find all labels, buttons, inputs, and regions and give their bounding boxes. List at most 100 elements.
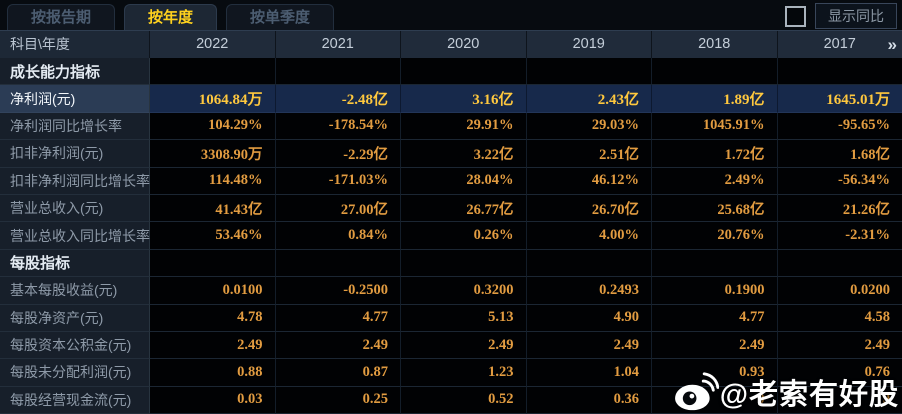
row-label: 每股经营现金流(元) bbox=[0, 386, 150, 414]
table-cell-2019: 4.90 bbox=[526, 304, 652, 332]
year-header-2021: 2021 bbox=[276, 31, 401, 58]
table-cell-2022: 53.46% bbox=[150, 222, 276, 250]
table-cell-2018 bbox=[652, 58, 778, 86]
table-cell-2018: 20.76% bbox=[652, 222, 778, 250]
table-cell-2017: 1.68亿 bbox=[777, 140, 902, 168]
table-cell-2022: 41.43亿 bbox=[150, 194, 276, 223]
table-cell-2022: 104.29% bbox=[150, 112, 276, 141]
table-cell-2019: 2.43亿 bbox=[526, 85, 652, 113]
row-label: 净利润同比增长率 bbox=[0, 112, 150, 141]
table-cell-2022 bbox=[150, 58, 276, 86]
top-right-controls: 显示同比 bbox=[785, 3, 897, 29]
row-label: 扣非净利润同比增长率 bbox=[0, 167, 150, 195]
table-cell-2017: 0.0200 bbox=[777, 277, 902, 305]
tab-by-year[interactable]: 按年度 bbox=[124, 4, 218, 30]
table-cell-2018 bbox=[652, 249, 778, 278]
table-cell-2019: 0.36 bbox=[526, 386, 652, 414]
table-cell-2017: 1645.01万 bbox=[777, 85, 902, 113]
table-cell-2020: 3.16亿 bbox=[401, 85, 527, 113]
table-cell-2022: 0.0100 bbox=[150, 277, 276, 305]
table-cell-2019: 2.49 bbox=[526, 331, 652, 360]
table-header-row: 科目\年度 2022 2021 2020 2019 2018 2017» bbox=[0, 30, 902, 58]
row-label: 成长能力指标 bbox=[0, 58, 150, 86]
show-yoy-label[interactable]: 显示同比 bbox=[815, 3, 897, 29]
table-cell-2022: 2.49 bbox=[150, 331, 276, 360]
table-cell-2019: 2.51亿 bbox=[526, 140, 652, 168]
table-cell-2021 bbox=[275, 58, 401, 86]
table-cell-2019 bbox=[526, 58, 652, 86]
row-label: 净利润(元) bbox=[0, 85, 150, 113]
table-row: 每股未分配利润(元) 0.88 0.87 1.23 1.04 0.93 0.76 bbox=[0, 359, 902, 387]
table-cell-2021: 2.49 bbox=[275, 331, 401, 360]
show-yoy-checkbox[interactable] bbox=[785, 5, 806, 27]
table-cell-2017: 2.49 bbox=[777, 331, 902, 360]
row-label: 营业总收入(元) bbox=[0, 194, 150, 223]
table-cell-2022: 3308.90万 bbox=[150, 140, 276, 168]
table-cell-2020: 26.77亿 bbox=[401, 194, 527, 223]
year-header-2018: 2018 bbox=[652, 31, 778, 58]
table-cell-2022: 114.48% bbox=[150, 167, 276, 195]
table-cell-2018: 2.49 bbox=[652, 331, 778, 360]
table-cell-2019: 1.04 bbox=[526, 359, 652, 387]
tab-by-report-period[interactable]: 按报告期 bbox=[7, 4, 116, 30]
year-header-2019: 2019 bbox=[527, 31, 652, 58]
year-header-2020: 2020 bbox=[401, 31, 527, 58]
table-cell-2019: 4.00% bbox=[526, 222, 652, 250]
table-row: 基本每股收益(元) 0.0100 -0.2500 0.3200 0.2493 0.1900… bbox=[0, 277, 902, 305]
table-cell-2021: 27.00亿 bbox=[275, 194, 401, 223]
table-cell-2018: 0.1900 bbox=[652, 277, 778, 305]
table-row: 成长能力指标 bbox=[0, 58, 902, 86]
table-row: 每股指标 bbox=[0, 249, 902, 278]
table-cell-2020: 0.52 bbox=[401, 386, 527, 414]
table-cell-2022: 0.88 bbox=[150, 359, 276, 387]
row-label: 每股净资产(元) bbox=[0, 304, 150, 332]
table-cell-2017 bbox=[777, 58, 902, 86]
table-row: 扣非净利润(元) 3308.90万 -2.29亿 3.22亿 2.51亿 1.72亿 1.6… bbox=[0, 140, 902, 168]
table-cell-2021: -2.48亿 bbox=[275, 85, 401, 113]
table-cell-2017: -56.34% bbox=[777, 167, 902, 195]
table-cell-2021: -0.2500 bbox=[275, 277, 401, 305]
table-cell-2020: 0.26% bbox=[401, 222, 527, 250]
table-cell-2021: -171.03% bbox=[275, 167, 401, 195]
table-cell-2020 bbox=[401, 249, 527, 278]
table-cell-2020: 2.49 bbox=[401, 331, 527, 360]
table-cell-2019 bbox=[526, 249, 652, 278]
table-cell-2021: 0.25 bbox=[275, 386, 401, 414]
table-row: 每股经营现金流(元) 0.03 0.25 0.52 0.36 0 9 bbox=[0, 386, 902, 414]
row-label: 每股未分配利润(元) bbox=[0, 359, 150, 387]
table-cell-2020: 0.3200 bbox=[401, 277, 527, 305]
table-cell-2017 bbox=[777, 249, 902, 278]
table-cell-2020: 1.23 bbox=[401, 359, 527, 387]
table-cell-2020: 3.22亿 bbox=[401, 140, 527, 168]
row-label: 营业总收入同比增长率 bbox=[0, 222, 150, 250]
corner-header: 科目\年度 bbox=[0, 31, 150, 58]
table-cell-2020: 29.91% bbox=[401, 112, 527, 141]
table-cell-2019: 26.70亿 bbox=[526, 194, 652, 223]
table-cell-2021: -178.54% bbox=[275, 112, 401, 141]
table-cell-2021: 0.84% bbox=[275, 222, 401, 250]
row-label: 基本每股收益(元) bbox=[0, 277, 150, 305]
table-row: 扣非净利润同比增长率 114.48% -171.03% 28.04% 46.12% 2.4… bbox=[0, 167, 902, 195]
table-cell-2021 bbox=[275, 249, 401, 278]
table-cell-2022 bbox=[150, 249, 276, 278]
table-cell-2018: 1045.91% bbox=[652, 112, 778, 141]
row-label: 扣非净利润(元) bbox=[0, 140, 150, 168]
table-cell-2018: 0 bbox=[652, 386, 778, 414]
table-cell-2019: 29.03% bbox=[526, 112, 652, 141]
table-cell-2017: 0.76 bbox=[777, 359, 902, 387]
table-cell-2018: 2.49% bbox=[652, 167, 778, 195]
tab-by-quarter[interactable]: 按单季度 bbox=[226, 4, 335, 30]
table-cell-2022: 1064.84万 bbox=[150, 85, 276, 113]
table-cell-2017: -95.65% bbox=[777, 112, 902, 141]
year-header-2017: 2017» bbox=[778, 31, 902, 58]
table-cell-2018: 1.89亿 bbox=[652, 85, 778, 113]
row-label: 每股指标 bbox=[0, 249, 150, 278]
table-cell-2018: 1.72亿 bbox=[652, 140, 778, 168]
tab-bar: 按报告期 按年度 按单季度 显示同比 bbox=[0, 0, 902, 30]
table-row: 净利润同比增长率 104.29% -178.54% 29.91% 29.03% 1045.… bbox=[0, 112, 902, 141]
table-cell-2017: -2.31% bbox=[777, 222, 902, 250]
table-cell-2018: 0.93 bbox=[652, 359, 778, 387]
table-cell-2022: 4.78 bbox=[150, 304, 276, 332]
more-years-icon[interactable]: » bbox=[887, 35, 897, 54]
